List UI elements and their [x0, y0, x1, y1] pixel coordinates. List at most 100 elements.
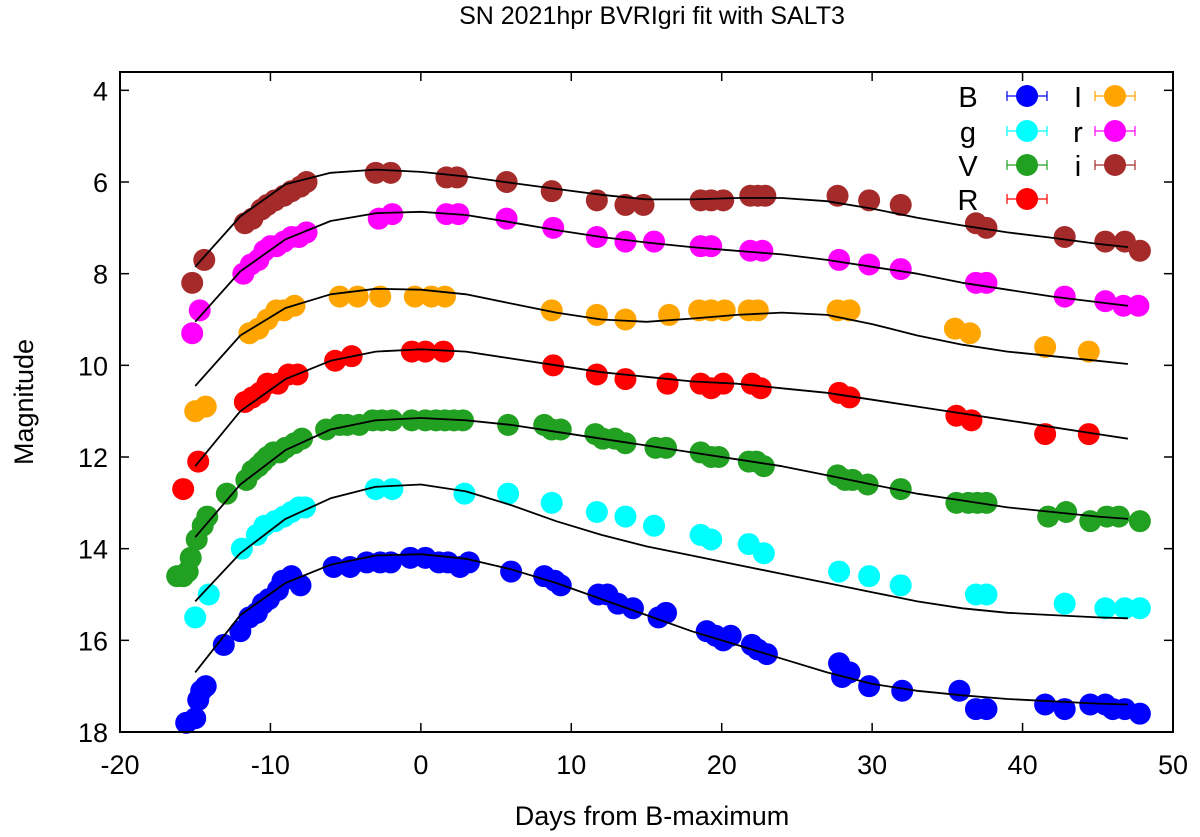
- data-point-B: [1079, 693, 1102, 716]
- data-point-g: [828, 560, 851, 583]
- series-V-points: [166, 409, 1151, 588]
- data-point-V: [889, 478, 912, 501]
- data-point-B: [975, 698, 998, 721]
- data-point-g: [585, 501, 608, 523]
- data-point-g: [975, 583, 998, 606]
- data-point-I: [403, 285, 426, 308]
- data-point-i: [181, 271, 204, 294]
- legend-marker-i: [1104, 154, 1126, 176]
- data-point-g: [700, 528, 723, 551]
- data-point-I: [369, 285, 392, 308]
- data-point-I: [194, 395, 217, 418]
- data-point-r: [700, 235, 723, 258]
- data-point-g: [1113, 597, 1136, 620]
- data-point-I: [585, 303, 608, 326]
- data-point-i: [540, 180, 563, 203]
- data-point-V: [179, 546, 202, 569]
- data-point-B: [621, 597, 644, 620]
- x-tick-label: 50: [1158, 750, 1188, 780]
- data-point-g: [1128, 597, 1151, 620]
- data-point-I: [746, 299, 769, 322]
- fit-line-r: [194, 210, 1129, 323]
- data-point-R: [656, 372, 679, 395]
- data-point-I: [614, 308, 637, 331]
- data-point-g: [497, 482, 520, 505]
- data-point-R: [960, 409, 983, 432]
- data-point-g: [230, 537, 253, 560]
- data-point-g: [889, 574, 912, 597]
- data-point-i: [445, 166, 468, 189]
- data-point-B: [194, 675, 217, 698]
- data-point-V: [1107, 505, 1130, 528]
- y-tick-label: 10: [78, 351, 108, 381]
- data-point-B: [891, 679, 914, 702]
- data-point-V: [1055, 501, 1078, 523]
- fit-line-i: [194, 168, 1128, 268]
- data-point-I: [713, 299, 736, 322]
- data-point-B: [212, 633, 235, 656]
- data-point-r: [181, 322, 204, 345]
- data-point-R: [749, 377, 772, 400]
- y-tick-label: 4: [93, 76, 108, 106]
- data-point-B: [322, 556, 345, 578]
- x-tick-label: 10: [556, 750, 586, 780]
- data-point-I: [1077, 340, 1100, 363]
- data-point-V: [752, 455, 775, 478]
- legend-label-i: i: [1075, 151, 1081, 183]
- data-point-B: [838, 661, 861, 684]
- data-point-g: [540, 491, 563, 514]
- data-point-B: [399, 546, 422, 569]
- data-point-r: [751, 239, 774, 262]
- legend-marker-r: [1104, 120, 1126, 142]
- legend-marker-V: [1016, 154, 1038, 176]
- data-point-i: [1053, 226, 1076, 248]
- x-tick-label: 20: [707, 750, 737, 780]
- data-point-g: [752, 542, 775, 565]
- data-point-B: [1128, 702, 1151, 725]
- data-point-i: [975, 216, 998, 239]
- series-i-points: [181, 161, 1151, 294]
- x-tick-label: 30: [857, 750, 887, 780]
- y-axis-label: Magnitude: [9, 339, 39, 465]
- data-point-i: [712, 189, 735, 212]
- data-point-r: [643, 230, 666, 253]
- series-B-points: [175, 546, 1151, 734]
- y-tick-label: 8: [93, 260, 108, 290]
- data-point-R: [172, 478, 195, 501]
- legend-marker-g: [1016, 120, 1038, 142]
- data-point-B: [655, 601, 678, 624]
- data-point-R: [1034, 423, 1057, 446]
- data-point-r: [295, 221, 318, 244]
- legend-label-I: I: [1074, 82, 1082, 114]
- data-point-i: [193, 248, 216, 271]
- x-axis-label: Days from B-maximum: [515, 801, 790, 831]
- plot-area: [166, 161, 1151, 734]
- data-point-r: [975, 271, 998, 294]
- data-point-B: [858, 675, 881, 698]
- x-tick-label: 40: [1008, 750, 1038, 780]
- data-point-r: [828, 248, 851, 271]
- data-point-r: [188, 299, 211, 322]
- data-point-V: [614, 432, 637, 455]
- legend-label-B: B: [958, 82, 977, 114]
- data-point-B: [379, 551, 402, 574]
- y-tick-label: 14: [78, 535, 108, 565]
- data-point-i: [614, 193, 637, 216]
- data-point-r: [542, 216, 565, 239]
- data-point-R: [614, 368, 637, 391]
- data-point-r: [1094, 290, 1117, 313]
- x-tick-label: -10: [251, 750, 290, 780]
- data-point-r: [889, 258, 912, 281]
- fit-line-g: [194, 483, 1128, 620]
- data-point-r: [858, 253, 881, 276]
- data-point-I: [1034, 336, 1057, 358]
- data-point-V: [215, 482, 238, 505]
- data-point-i: [754, 184, 777, 207]
- data-point-i: [889, 193, 912, 216]
- y-tick-label: 12: [78, 443, 108, 473]
- legend-label-R: R: [958, 185, 979, 217]
- y-tick-label: 18: [78, 718, 108, 748]
- legend-label-r: r: [1073, 117, 1083, 149]
- x-tick-label: -20: [100, 750, 139, 780]
